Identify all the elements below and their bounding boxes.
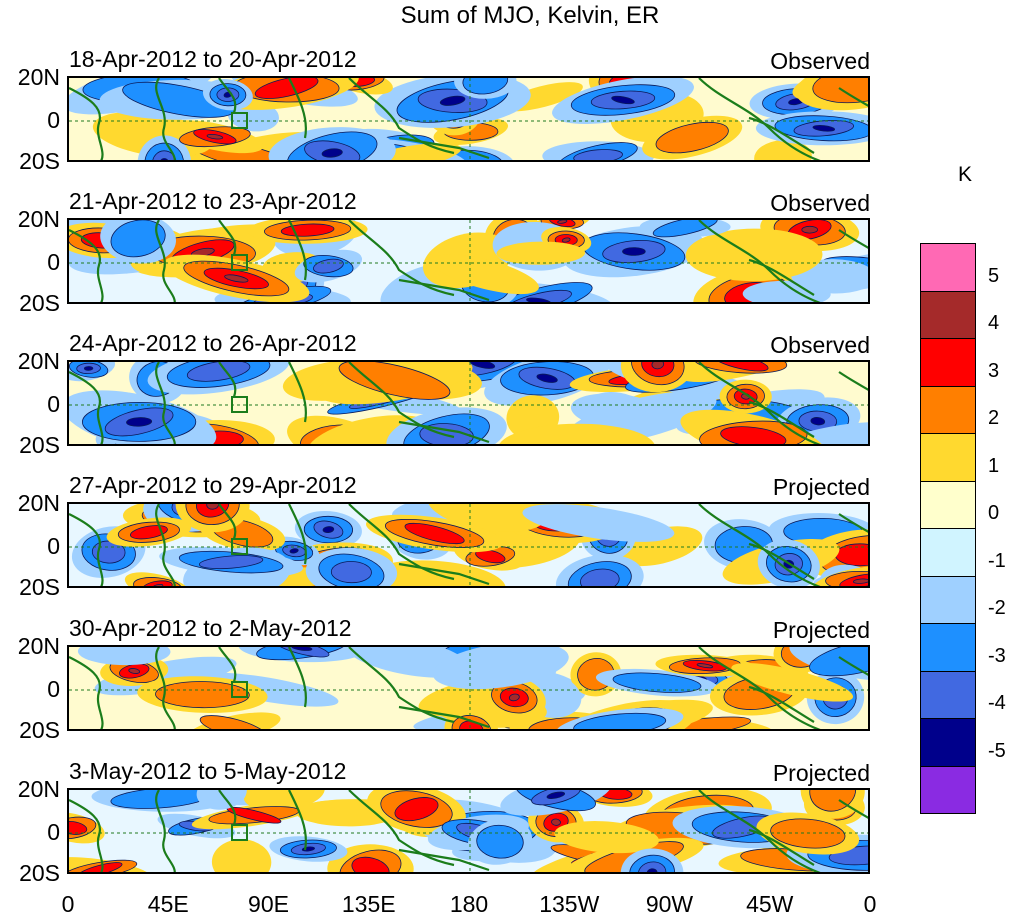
latitude-label: 0 (47, 819, 60, 845)
map-title: Sum of MJO, Kelvin, ER (400, 2, 660, 29)
latitude-label: 20S (19, 574, 60, 600)
panel-status: Projected (772, 760, 870, 786)
panel-status: Projected (772, 617, 870, 643)
latitude-label: 20S (19, 860, 60, 886)
latitude-label: 0 (47, 249, 60, 275)
longitude-label: 180 (449, 891, 489, 917)
colorbar-tick-label: -4 (988, 692, 1006, 714)
colorbar-tick-label: 3 (988, 359, 1000, 382)
colorbar-swatch (920, 480, 976, 529)
longitude-label: 0 (863, 891, 877, 917)
colorbar-tick-label: 4 (988, 312, 1000, 334)
panel-date-range: 30-Apr-2012 to 2-May-2012 (69, 615, 352, 641)
latitude-label: 20N (17, 490, 60, 516)
map-panel (67, 788, 870, 874)
panel-date-range: 24-Apr-2012 to 26-Apr-2012 (69, 330, 357, 356)
map-panel (67, 645, 870, 731)
panel-status: Observed (770, 190, 870, 216)
colorbar-swatch (920, 385, 976, 434)
map-panel (67, 502, 870, 588)
colorbar-swatch (920, 623, 976, 672)
panel-date-range: 18-Apr-2012 to 20-Apr-2012 (69, 46, 357, 72)
anomaly-field (69, 220, 868, 302)
latitude-label: 0 (47, 533, 60, 559)
colorbar-swatch (920, 243, 976, 292)
longitude-label: 135W (539, 891, 600, 917)
longitude-label: 45E (147, 891, 189, 917)
panel-status: Projected (772, 474, 870, 500)
map-panel (67, 218, 870, 304)
latitude-label: 20N (17, 776, 60, 802)
colorbar-tick-label: 0 (988, 502, 1000, 524)
colorbar-swatch (920, 670, 976, 719)
colorbar-swatch (920, 433, 976, 482)
colorbar-tick-label: 2 (988, 407, 1000, 429)
panel-date-range: 27-Apr-2012 to 29-Apr-2012 (69, 472, 357, 498)
colorbar-tick-label: -3 (988, 644, 1006, 667)
map-panel (67, 76, 870, 162)
longitude-label: 0 (61, 891, 75, 917)
panel-status: Observed (770, 332, 870, 358)
colorbar-tick-label: -1 (988, 549, 1006, 572)
colorbar-tick-label: 5 (988, 264, 1000, 287)
longitude-label: 90E (248, 891, 289, 917)
colorbar-swatch (920, 528, 976, 577)
anomaly-field (69, 362, 868, 444)
panel-date-range: 3-May-2012 to 5-May-2012 (69, 758, 347, 784)
latitude-label: 20N (17, 348, 60, 374)
longitude-label: 90W (645, 891, 694, 917)
anomaly-field (69, 78, 868, 160)
colorbar-swatch (920, 338, 976, 387)
colorbar-unit: K (958, 163, 973, 186)
anomaly-field (69, 504, 868, 586)
latitude-label: 20S (19, 290, 60, 316)
colorbar-swatch (920, 718, 976, 767)
panel-date-range: 21-Apr-2012 to 23-Apr-2012 (69, 188, 357, 214)
panel-status: Observed (770, 48, 870, 74)
anomaly-field (69, 647, 868, 729)
latitude-label: 20N (17, 64, 60, 90)
anomaly-field (69, 790, 868, 872)
longitude-label: 135E (341, 891, 396, 917)
latitude-label: 20N (17, 206, 60, 232)
colorbar-tick-label: -2 (988, 597, 1006, 619)
latitude-label: 20S (19, 148, 60, 174)
colorbar-swatch (920, 765, 976, 814)
latitude-label: 0 (47, 107, 60, 133)
latitude-label: 20N (17, 633, 60, 659)
colorbar-swatch (920, 290, 976, 339)
latitude-label: 0 (47, 676, 60, 702)
latitude-label: 0 (47, 391, 60, 417)
latitude-label: 20S (19, 432, 60, 458)
colorbar (920, 243, 978, 814)
map-panel (67, 360, 870, 446)
longitude-label: 45W (746, 891, 794, 917)
colorbar-tick-label: 1 (988, 454, 1000, 477)
colorbar-tick-label: -5 (988, 739, 1006, 762)
colorbar-swatch (920, 575, 976, 624)
latitude-label: 20S (19, 717, 60, 743)
